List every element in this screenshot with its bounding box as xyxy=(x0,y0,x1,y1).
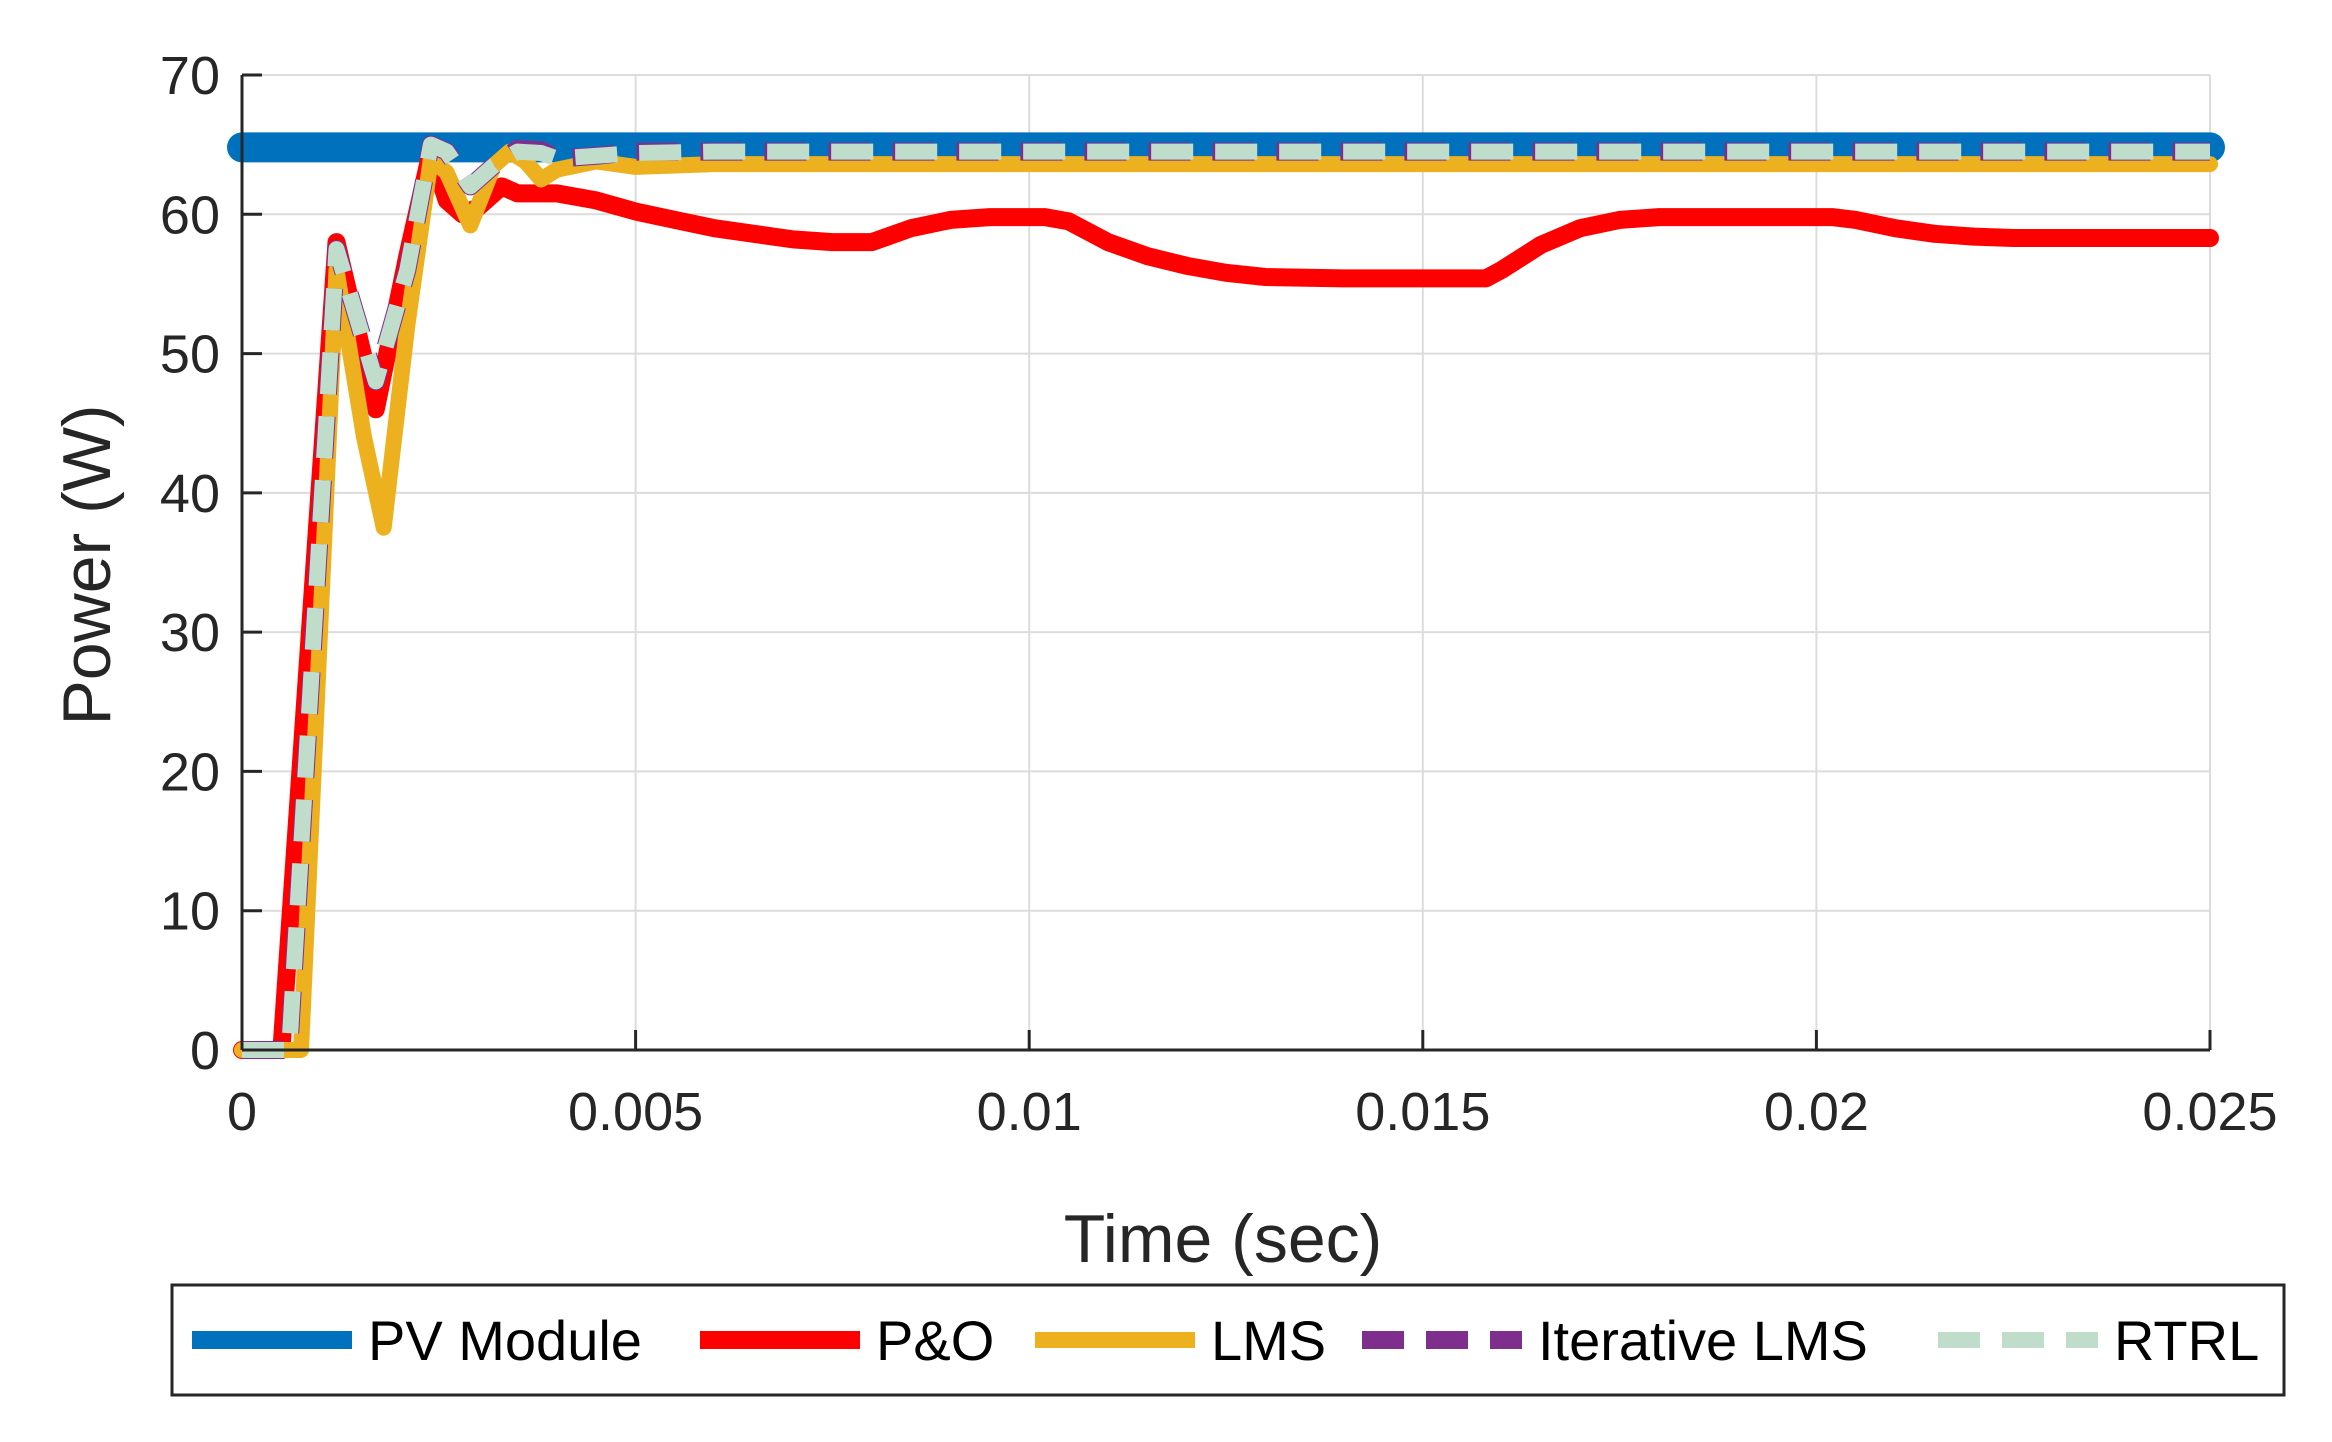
x-tick-label-3: 0.015 xyxy=(1355,1082,1490,1142)
y-tick-label-3: 30 xyxy=(160,603,220,663)
legend-label-pv-module: PV Module xyxy=(368,1309,642,1372)
x-axis-label: Time (sec) xyxy=(1064,1201,1383,1277)
y-tick-label-5: 50 xyxy=(160,325,220,385)
y-tick-label-4: 40 xyxy=(160,464,220,524)
axes xyxy=(240,73,2212,1052)
legend: PV Module P&O LMS Iterative LMS RTRL xyxy=(170,1283,2286,1397)
x-tick-label-0: 0 xyxy=(227,1082,257,1142)
y-tick-label-0: 0 xyxy=(190,1021,220,1081)
x-tick-label-2: 0.01 xyxy=(977,1082,1082,1142)
series-line-rtrl xyxy=(242,136,2210,1058)
y-tick-label-2: 20 xyxy=(160,742,220,802)
x-tick-label-5: 0.025 xyxy=(2142,1082,2277,1142)
y-tick-label-6: 60 xyxy=(160,185,220,245)
series-layer xyxy=(227,132,2225,1059)
x-tick-label-1: 0.005 xyxy=(568,1082,703,1142)
legend-label-rtrl: RTRL xyxy=(2114,1309,2259,1372)
legend-label-lms: LMS xyxy=(1211,1309,1326,1372)
y-axis-label: Power (W) xyxy=(49,404,125,725)
legend-box xyxy=(170,1283,2286,1397)
tick-labels: 0 0.005 0.01 0.015 0.02 0.025 0 10 20 30 40 50 60 70 xyxy=(160,46,2278,1142)
x-tick-label-4: 0.02 xyxy=(1764,1082,1869,1142)
legend-label-p-o: P&O xyxy=(876,1309,994,1372)
y-tick-label-1: 10 xyxy=(160,882,220,942)
y-tick-label-7: 70 xyxy=(160,46,220,106)
legend-label-iterative-lms: Iterative LMS xyxy=(1538,1309,1868,1372)
